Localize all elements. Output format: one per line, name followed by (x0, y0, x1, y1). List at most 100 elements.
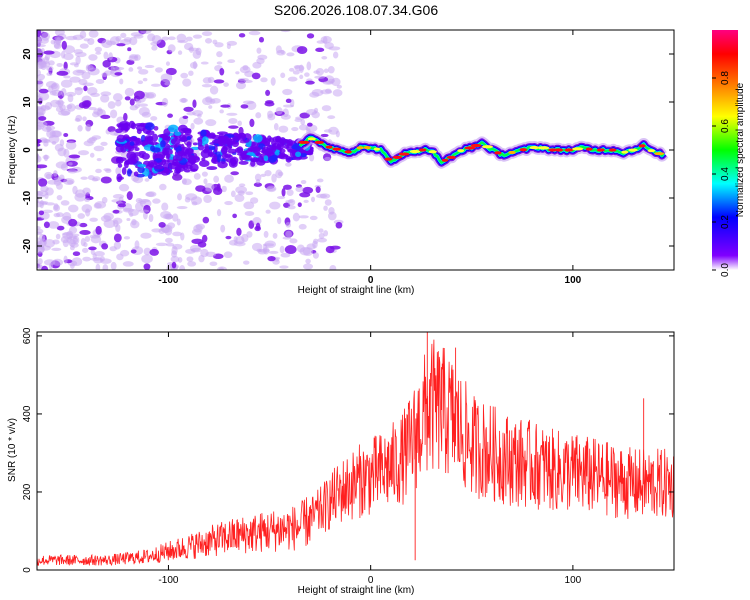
spectrogram-noise-point (120, 249, 130, 257)
spectrogram-band-point (129, 141, 135, 146)
spectrogram-noise-point (159, 183, 167, 191)
spectrogram-noise-point (192, 34, 203, 39)
spectrogram-noise-point (40, 185, 49, 192)
spectrogram-noise-point (273, 123, 279, 131)
spectrogram-noise-point (132, 176, 144, 184)
spectrogram-band-point (128, 136, 138, 142)
spectrogram-noise-point (182, 78, 192, 87)
spectrogram-peak-point (519, 148, 528, 152)
spectrogram-noise-point (227, 59, 236, 64)
spectrogram-noise-point (56, 62, 63, 67)
spectrogram-noise-point (325, 245, 335, 254)
spectrogram-noise-point (48, 85, 54, 93)
spectrogram-noise-point (143, 247, 151, 256)
spectrogram-noise-point (316, 178, 324, 183)
spectrogram-noise-point (109, 36, 120, 45)
spectrogram-noise-point (198, 254, 205, 263)
spectrogram-noise-point (37, 164, 48, 169)
x-tick-label: -100 (158, 275, 178, 286)
spectrogram-noise-point (54, 30, 65, 36)
spectrogram-noise-point (287, 76, 298, 82)
spectrogram-noise-point (255, 222, 261, 230)
spectrogram-noise-point (197, 113, 202, 118)
spectrogram-noise-point (204, 38, 213, 44)
spectrogram-noise-point (138, 69, 149, 75)
spectrogram-noise-point (100, 114, 111, 119)
spectrogram-noise-point (320, 89, 333, 95)
spectrogram-noise-point (323, 68, 329, 74)
spectrogram-noise-point (172, 213, 179, 222)
spectrogram-noise-point (128, 55, 139, 62)
spectrogram-noise-point (223, 251, 233, 259)
spectrogram-noise-point (67, 204, 79, 213)
snr-y-ticks: 0 200 400 600 (22, 327, 674, 573)
spectrogram-noise-point (101, 72, 108, 77)
spectrogram-peak-point (608, 148, 617, 152)
spectrogram-noise-point (63, 178, 75, 185)
y-tick-label: 0 (22, 147, 33, 153)
spectrogram-noise-point (165, 67, 177, 76)
colorbar-ticks: 0.0 0.2 0.4 0.6 0.8 (712, 71, 731, 277)
snr-background (37, 332, 674, 570)
spectrogram-peak-point (307, 137, 316, 141)
spectrogram-band-point (186, 136, 192, 141)
spectrogram-band-point (293, 156, 302, 161)
spectrogram-noise-point (101, 243, 109, 250)
spectrogram-noise-point (75, 55, 81, 65)
spectrogram-noise-point (216, 51, 223, 58)
spectrogram-noise-point (251, 72, 261, 80)
spectrogram-noise-point (134, 240, 140, 250)
spectrogram-band-point (255, 152, 262, 157)
spectrogram-noise-point (38, 210, 45, 216)
spectrogram-noise-point (83, 242, 88, 248)
spectrogram-noise-point (252, 61, 262, 69)
spectrogram-peak-point (441, 158, 449, 162)
spectrogram-noise-point (209, 85, 219, 95)
spectrogram-noise-point (95, 51, 102, 55)
spectrogram-noise-point (252, 217, 262, 226)
spectrogram-noise-point (303, 199, 309, 203)
spectrogram-marks (37, 30, 669, 270)
spectrogram-noise-point (226, 43, 231, 50)
spectrogram-noise-point (129, 98, 135, 106)
spectrogram-noise-point (56, 194, 63, 201)
spectrogram-noise-point (83, 85, 88, 92)
spectrogram-noise-point (258, 36, 265, 43)
spectrogram-noise-point (84, 197, 90, 202)
spectrogram-band-point (227, 148, 237, 154)
spectrogram-noise-point (123, 37, 132, 42)
spectrogram-peak-point (654, 152, 665, 156)
spectrogram-noise-point (107, 101, 116, 109)
spectrogram-noise-point (254, 173, 262, 182)
spectrogram-noise-point (161, 202, 169, 211)
spectrogram-noise-point (95, 79, 105, 84)
spectrogram-noise-point (47, 221, 60, 229)
spectrogram-noise-point (37, 197, 40, 204)
spectrogram-noise-point (226, 112, 238, 116)
spectrogram-noise-point (86, 86, 98, 96)
spectrogram-noise-point (216, 61, 223, 65)
spectrogram-noise-point (66, 104, 73, 110)
spectrogram-noise-point (320, 133, 329, 138)
colorbar-tick-label: 0.0 (720, 263, 731, 277)
spectrogram-band-point (160, 139, 166, 148)
spectrogram-noise-point (79, 43, 89, 49)
spectrogram-noise-point (235, 71, 240, 75)
spectrogram-peak-point (554, 148, 564, 152)
spectrogram-band-point (267, 135, 272, 142)
spectrogram-noise-point (78, 150, 90, 156)
spectrogram-noise-point (302, 247, 314, 257)
spectrogram-noise-point (279, 245, 285, 254)
spectrogram-noise-point (37, 36, 41, 44)
spectrogram-noise-point (267, 110, 274, 119)
spectrogram-noise-point (322, 80, 334, 85)
spectrogram-noise-point (304, 72, 310, 77)
spectrogram-noise-point (63, 148, 70, 158)
colorbar-tick-label: 0.2 (720, 215, 731, 229)
spectrogram-band-point (116, 173, 123, 183)
spectrogram-noise-point (244, 211, 255, 217)
spectrogram-noise-point (170, 255, 180, 263)
spectrogram-noise-point (83, 140, 94, 147)
spectrogram-noise-point (240, 104, 249, 109)
spectrogram-band-point (126, 157, 138, 165)
